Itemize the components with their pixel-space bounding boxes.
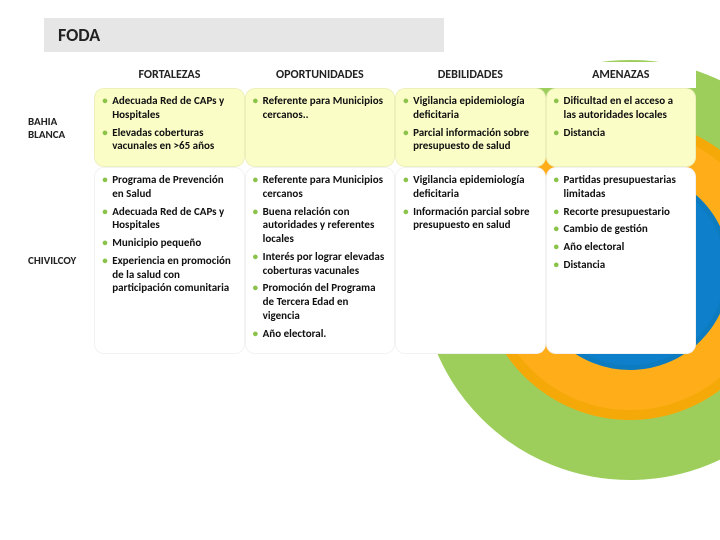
bullet-list: Referente para Municipios cercanos Buena … (253, 173, 387, 340)
table-row: CHIVILCOYPrograma de Prevención en Salud… (24, 167, 696, 354)
cell: Programa de Prevención en Salud Adecuada … (94, 167, 244, 354)
cell: Vigilancia epidemiología deficitaria Info… (395, 167, 545, 354)
bullet-list: Vigilancia epidemiología deficitaria Parc… (403, 94, 537, 153)
slide-title: FODA (44, 18, 444, 52)
bullet-list: Programa de Prevención en Salud Adecuada … (102, 173, 236, 295)
bullet-list: Vigilancia epidemiología deficitaria Info… (403, 173, 537, 232)
list-item: Referente para Municipios cercanos.. (253, 94, 387, 122)
list-item: Partidas presupuestarias limitadas (554, 173, 688, 201)
bullet-list: Partidas presupuestarias limitadas Recort… (554, 173, 688, 272)
list-item: Distancia (554, 126, 688, 140)
list-item: Cambio de gestión (554, 222, 688, 236)
bullet-list: Adecuada Red de CAPs y Hospitales Elevada… (102, 94, 236, 153)
cell: Adecuada Red de CAPs y Hospitales Elevada… (94, 88, 244, 167)
cell: Partidas presupuestarias limitadas Recort… (546, 167, 696, 354)
bullet-list: Referente para Municipios cercanos.. (253, 94, 387, 122)
list-item: Distancia (554, 258, 688, 272)
list-item: Recorte presupuestario (554, 205, 688, 219)
row-label: CHIVILCOY (24, 167, 94, 354)
list-item: Adecuada Red de CAPs y Hospitales (102, 94, 236, 122)
list-item: Buena relación con autoridades y referen… (253, 205, 387, 246)
title-wrap: FODA (44, 18, 444, 52)
header-row: FORTALEZAS OPORTUNIDADES DEBILIDADES AME… (24, 62, 696, 88)
list-item: Dificultad en el acceso a las autoridade… (554, 94, 688, 122)
slide: FODA FORTALEZAS OPORTUNIDADES DEBILIDADE… (0, 0, 720, 540)
foda-table: FORTALEZAS OPORTUNIDADES DEBILIDADES AME… (24, 62, 696, 354)
cell: Dificultad en el acceso a las autoridade… (546, 88, 696, 167)
col-amenazas: AMENAZAS (546, 62, 696, 88)
cell: Referente para Municipios cercanos.. (245, 88, 395, 167)
list-item: Información parcial sobre presupuesto en… (403, 205, 537, 233)
list-item: Elevadas coberturas vacunales en >65 año… (102, 126, 236, 154)
list-item: Año electoral. (253, 327, 387, 341)
list-item: Programa de Prevención en Salud (102, 173, 236, 201)
header-empty (24, 62, 94, 88)
col-fortalezas: FORTALEZAS (94, 62, 244, 88)
list-item: Vigilancia epidemiología deficitaria (403, 173, 537, 201)
col-debilidades: DEBILIDADES (395, 62, 545, 88)
list-item: Vigilancia epidemiología deficitaria (403, 94, 537, 122)
list-item: Interés por lograr elevadas coberturas v… (253, 250, 387, 278)
list-item: Referente para Municipios cercanos (253, 173, 387, 201)
row-label: BAHIA BLANCA (24, 88, 94, 167)
list-item: Año electoral (554, 240, 688, 254)
list-item: Adecuada Red de CAPs y Hospitales (102, 205, 236, 233)
cell: Referente para Municipios cercanos Buena … (245, 167, 395, 354)
cell: Vigilancia epidemiología deficitaria Parc… (395, 88, 545, 167)
table-row: BAHIA BLANCAAdecuada Red de CAPs y Hospi… (24, 88, 696, 167)
list-item: Parcial información sobre presupuesto de… (403, 126, 537, 154)
list-item: Promoción del Programa de Tercera Edad e… (253, 281, 387, 322)
list-item: Experiencia en promoción de la salud con… (102, 254, 236, 295)
col-oportunidades: OPORTUNIDADES (245, 62, 395, 88)
list-item: Municipio pequeño (102, 236, 236, 250)
bullet-list: Dificultad en el acceso a las autoridade… (554, 94, 688, 139)
